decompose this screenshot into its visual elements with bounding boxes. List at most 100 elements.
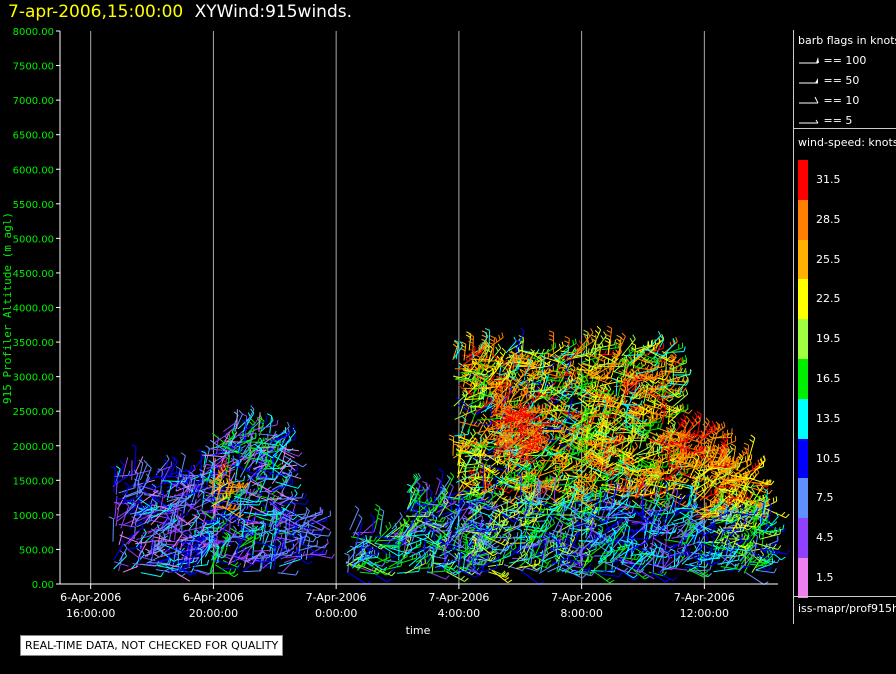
wind-barb [197,449,203,474]
barb-flag [238,410,243,415]
barb-staff [136,481,140,498]
wind-barb [266,413,273,434]
barb-flag [428,488,433,493]
barb-flag [379,508,385,512]
barb-flag [381,561,386,567]
title-time: 7-apr-2006,15:00:00 [8,2,184,22]
barb-staff [157,565,180,571]
barb-staff [127,499,143,516]
wind-barb [192,473,202,494]
wind-barb [199,522,207,538]
barb-flag [287,421,290,427]
barb-flag [190,465,193,471]
barb-flag [198,507,204,512]
wind-barb [143,491,161,497]
barb-staff [192,453,207,471]
barb-flag [373,527,376,533]
barb-flag [193,505,199,510]
barb-flag [495,346,499,352]
barb-staff [118,547,128,562]
barb-flag [354,505,360,510]
barb-staff [310,520,327,524]
barb-flag [386,578,392,583]
barb-flag [143,460,148,465]
barb-flag [495,471,500,476]
barb-flag [570,381,573,387]
barb-staff [150,542,156,562]
barb-flag [557,486,563,491]
barb-staff [263,522,283,534]
wind-barb [108,516,115,542]
barb-flag [294,434,296,440]
barb-flag [205,445,210,449]
wind-barb [121,457,129,479]
wind-barb [309,531,332,537]
barb-staff [144,509,168,512]
barb-staff [214,564,235,578]
barb-flag [427,484,431,490]
barb-flag [208,460,214,464]
barb-flag [192,557,195,563]
barb-staff [138,555,156,562]
barb-flag [448,565,451,571]
barb-staff [187,552,189,569]
barb-flag [249,421,254,426]
barb-flag [194,557,199,563]
barb-flag [152,511,158,515]
barb-staff [113,561,129,567]
wind-barb [407,473,419,493]
barb-flag [570,479,574,485]
barb-flag [374,508,380,512]
barb-flag [115,465,121,470]
barb-flag [483,425,487,430]
barb-flag [449,482,454,488]
chart-title: 7-apr-2006,15:00:00 XYWind:915winds. [8,2,352,22]
barb-staff [199,522,207,538]
barb-flag [168,559,172,565]
barb-staff [481,454,504,458]
barb-flag [197,449,203,453]
barb-staff [150,528,164,539]
wind-barb [179,452,186,478]
barb-flag [120,538,125,543]
barb-flag [391,554,397,559]
wind-barb [157,461,172,472]
wind-barb [171,546,177,572]
barb-flag [497,343,502,349]
barb-flag [510,473,512,479]
wind-barb [222,559,242,568]
barb-flag [186,542,192,546]
wind-barb [144,548,166,556]
barb-flag [179,471,184,477]
barb-flag [453,497,455,503]
barb-flag [197,473,202,479]
barb-staff [183,526,204,532]
wind-barb [163,523,181,536]
barb-flag [307,560,313,565]
barb-staff [113,474,129,477]
barb-staff [236,506,246,521]
barb-flag [277,463,282,467]
barb-staff [138,498,156,511]
barb-flag [261,547,263,553]
barb-flag [422,480,428,484]
barb-flag [287,460,293,465]
barb-flag [377,517,383,521]
barb-flag [151,483,157,488]
barb-flag [138,459,144,464]
barb-flag [462,514,468,519]
barb-flag [398,552,404,557]
barb-staff [175,487,195,497]
barb-flag [198,544,203,549]
barb-staff [166,483,172,501]
barb-flag [233,568,237,574]
barb-flag [453,564,458,570]
barb-staff [112,518,115,542]
barb-staff [371,517,375,536]
barb-flag [136,548,142,552]
barb-flag [137,498,141,504]
barb-flag [161,490,165,496]
barb-flag [233,573,239,578]
barb-flag [267,564,273,568]
barb-flag [312,537,317,543]
